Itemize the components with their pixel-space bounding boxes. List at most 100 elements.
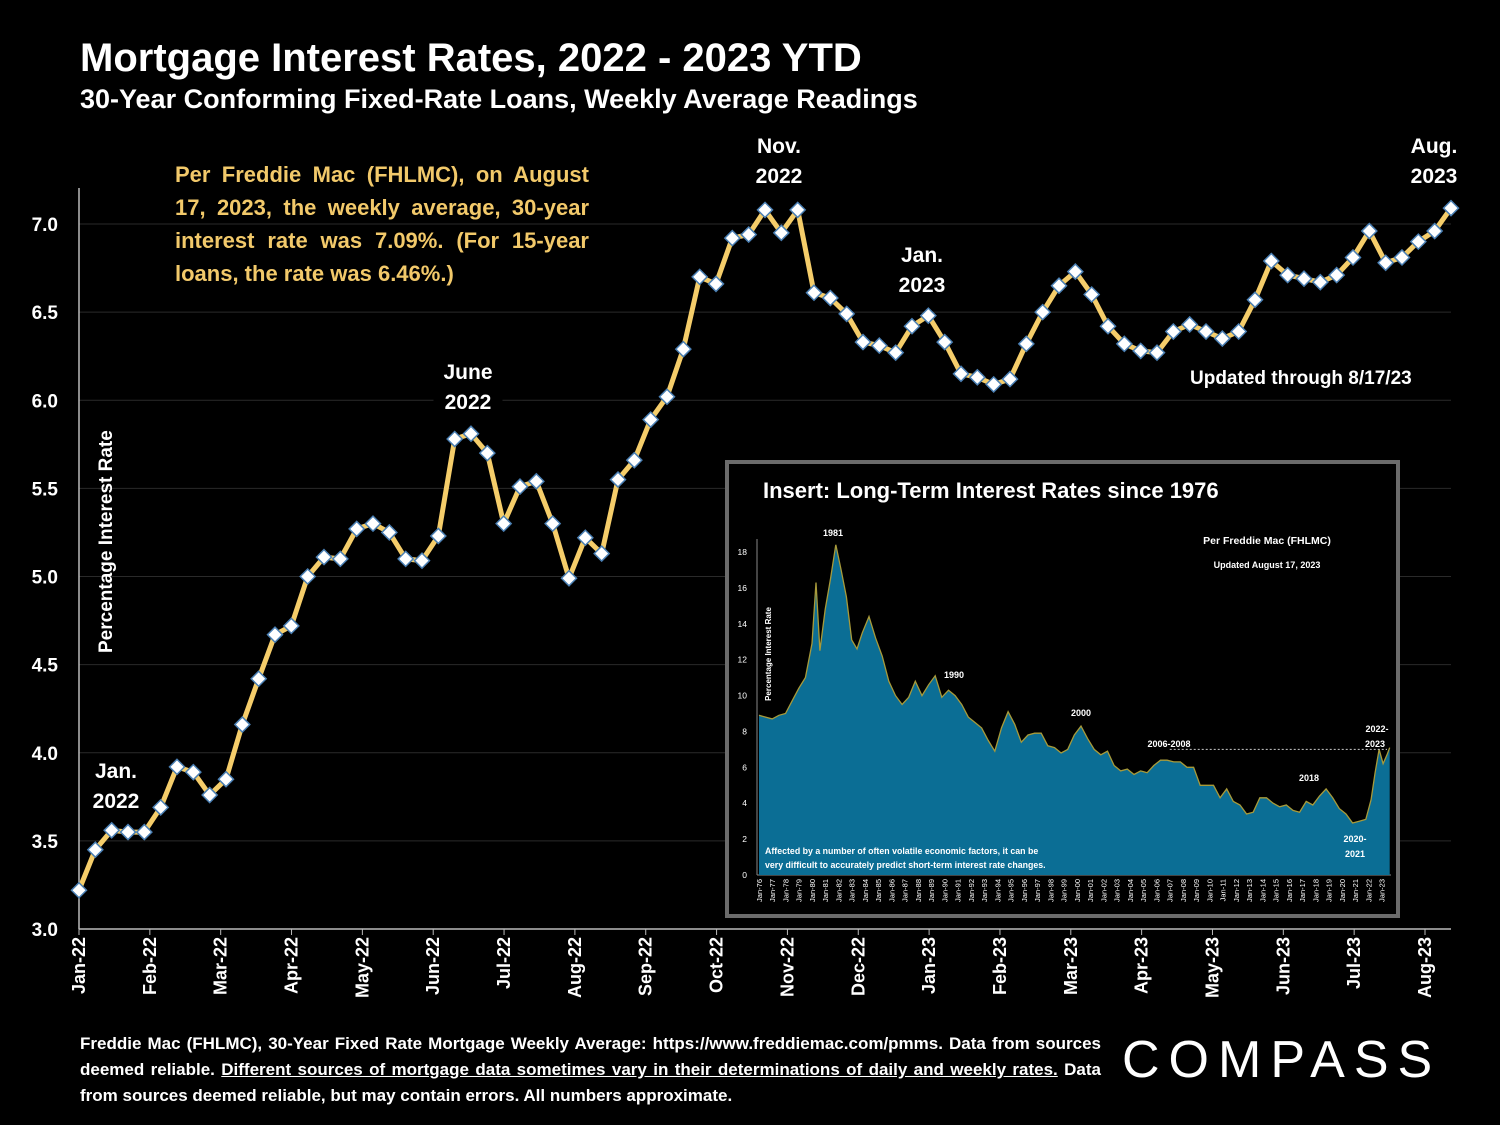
inset-disclaimer-line-2: very difficult to accurately predict sho… bbox=[765, 860, 1046, 870]
rate-point bbox=[1344, 248, 1362, 267]
inset-x-tick-label: Jan-14 bbox=[1258, 879, 1267, 902]
rate-point bbox=[1148, 344, 1166, 362]
inset-x-tick-label: Jan-06 bbox=[1152, 879, 1161, 902]
inset-x-tick-label: Jan-94 bbox=[993, 879, 1002, 902]
rate-point bbox=[266, 626, 284, 644]
rate-point bbox=[1083, 285, 1101, 304]
rate-point bbox=[282, 617, 300, 635]
y-tick-label: 6.5 bbox=[32, 303, 59, 324]
inset-x-tick-label: Jan-98 bbox=[1046, 879, 1055, 902]
inset-x-tick-label: Jan-87 bbox=[901, 879, 910, 902]
x-tick-label: Mar-22 bbox=[211, 937, 231, 995]
annotation-line: Aug. bbox=[1410, 135, 1458, 158]
y-tick-label: 5.0 bbox=[32, 568, 58, 589]
inset-label-y2022b: 2023 bbox=[1365, 739, 1385, 749]
rate-point bbox=[1001, 370, 1019, 388]
rate-point bbox=[250, 670, 268, 688]
rate-point bbox=[201, 786, 219, 804]
x-tick-label: Jun-22 bbox=[423, 937, 443, 995]
rate-point bbox=[593, 545, 611, 563]
rate-point bbox=[1132, 342, 1150, 360]
x-tick-label: Jul-23 bbox=[1344, 937, 1364, 989]
inset-x-tick-label: Jan-17 bbox=[1298, 879, 1307, 902]
inset-y-tick-label: 2 bbox=[742, 834, 747, 844]
rate-point bbox=[397, 550, 415, 568]
y-tick-label: 4.5 bbox=[32, 656, 59, 677]
inset-y-tick-label: 10 bbox=[738, 691, 748, 701]
inset-label-y2020a: 2020- bbox=[1343, 834, 1366, 844]
y-tick-label: 6.0 bbox=[32, 391, 58, 412]
rate-point bbox=[691, 268, 709, 286]
x-tick-label: Feb-22 bbox=[140, 937, 160, 995]
inset-x-tick-label: Jan-23 bbox=[1378, 879, 1387, 902]
inset-x-tick-label: Jan-86 bbox=[887, 879, 896, 902]
rate-point bbox=[299, 567, 317, 586]
rate-point bbox=[70, 881, 88, 899]
inset-x-tick-label: Jan-79 bbox=[795, 879, 804, 902]
annotation-label: Nov. 2022 bbox=[745, 132, 813, 192]
rate-point bbox=[1426, 222, 1444, 240]
rate-point bbox=[1230, 322, 1248, 341]
annotation-line: 2023 bbox=[1410, 165, 1458, 188]
annotation-line: 2022 bbox=[92, 790, 140, 813]
inset-x-tick-label: Jan-88 bbox=[914, 879, 923, 902]
inset-label-y2020b: 2021 bbox=[1345, 849, 1365, 859]
rate-point bbox=[560, 569, 578, 587]
y-tick-label: 3.5 bbox=[32, 832, 59, 853]
rate-point bbox=[1066, 263, 1084, 281]
inset-label-y2022a: 2022- bbox=[1365, 724, 1388, 734]
rate-point bbox=[805, 284, 823, 302]
rate-point bbox=[1377, 254, 1395, 272]
rate-point bbox=[642, 411, 660, 429]
rate-point bbox=[789, 201, 807, 219]
inset-x-tick-label: Jan-18 bbox=[1311, 879, 1320, 902]
rate-point bbox=[576, 529, 594, 547]
rate-point bbox=[1328, 266, 1346, 284]
annotation-line: Jan. bbox=[94, 760, 138, 783]
inset-x-tick-label: Jan-05 bbox=[1139, 879, 1148, 902]
inset-area-chart: 0 2 4 6 8 10 12 14 16 18 Jan-76 Jan-77 Jan-78 Jan-79 J… bbox=[738, 528, 1391, 902]
inset-x-tick-label: Jan-97 bbox=[1033, 879, 1042, 902]
rate-point bbox=[429, 527, 447, 545]
rate-point bbox=[609, 471, 627, 489]
rate-point bbox=[870, 337, 888, 355]
inset-x-tick-label: Jan-76 bbox=[755, 879, 764, 902]
inset-x-tick-label: Jan-90 bbox=[940, 879, 949, 902]
footer-part1: Freddie Mac (FHLMC), 30-Year Fixed Rate … bbox=[80, 1034, 1101, 1079]
rate-point bbox=[1050, 277, 1068, 295]
rate-point bbox=[1034, 303, 1052, 321]
inset-x-tick-label: Jan-00 bbox=[1073, 879, 1082, 902]
inset-x-tick-label: Jan-80 bbox=[808, 879, 817, 902]
annotation-line: 2022 bbox=[755, 165, 803, 188]
inset-x-tick-label: Jan-89 bbox=[927, 879, 936, 902]
inset-x-tick-label: Jan-07 bbox=[1166, 879, 1175, 902]
updated-through-label: Updated through 8/17/23 bbox=[1190, 368, 1412, 389]
inset-y-tick-label: 6 bbox=[742, 762, 747, 772]
rate-point bbox=[723, 229, 741, 247]
y-tick-label: 4.0 bbox=[32, 744, 58, 765]
rate-point bbox=[658, 388, 676, 406]
rate-point bbox=[887, 344, 905, 362]
x-tick-label: Aug-22 bbox=[565, 937, 585, 998]
rate-point bbox=[985, 375, 1003, 393]
rate-point bbox=[821, 289, 839, 307]
inset-x-tick-label: Jan-91 bbox=[954, 879, 963, 902]
inset-x-tick-label: Jan-03 bbox=[1113, 879, 1122, 902]
rate-point bbox=[1262, 252, 1280, 270]
rate-point bbox=[1311, 273, 1329, 291]
rate-point bbox=[184, 763, 202, 781]
inset-label-peak: 1981 bbox=[823, 528, 843, 538]
inset-x-tick-label: Jan-20 bbox=[1338, 879, 1347, 902]
rate-point bbox=[740, 226, 758, 244]
inset-x-tick-label: Jan-21 bbox=[1351, 879, 1360, 902]
rate-point bbox=[86, 841, 104, 859]
annotation-label: June 2022 bbox=[433, 358, 503, 418]
rate-point bbox=[364, 515, 382, 533]
x-tick-label: Feb-23 bbox=[990, 937, 1010, 995]
inset-x-tick-label: Jan-78 bbox=[781, 879, 790, 902]
inset-x-tick-label: Jan-13 bbox=[1245, 879, 1254, 902]
inset-label-y1990: 1990 bbox=[944, 670, 964, 680]
rate-point bbox=[135, 823, 153, 841]
rate-point bbox=[119, 823, 137, 841]
rate-point bbox=[838, 305, 856, 323]
